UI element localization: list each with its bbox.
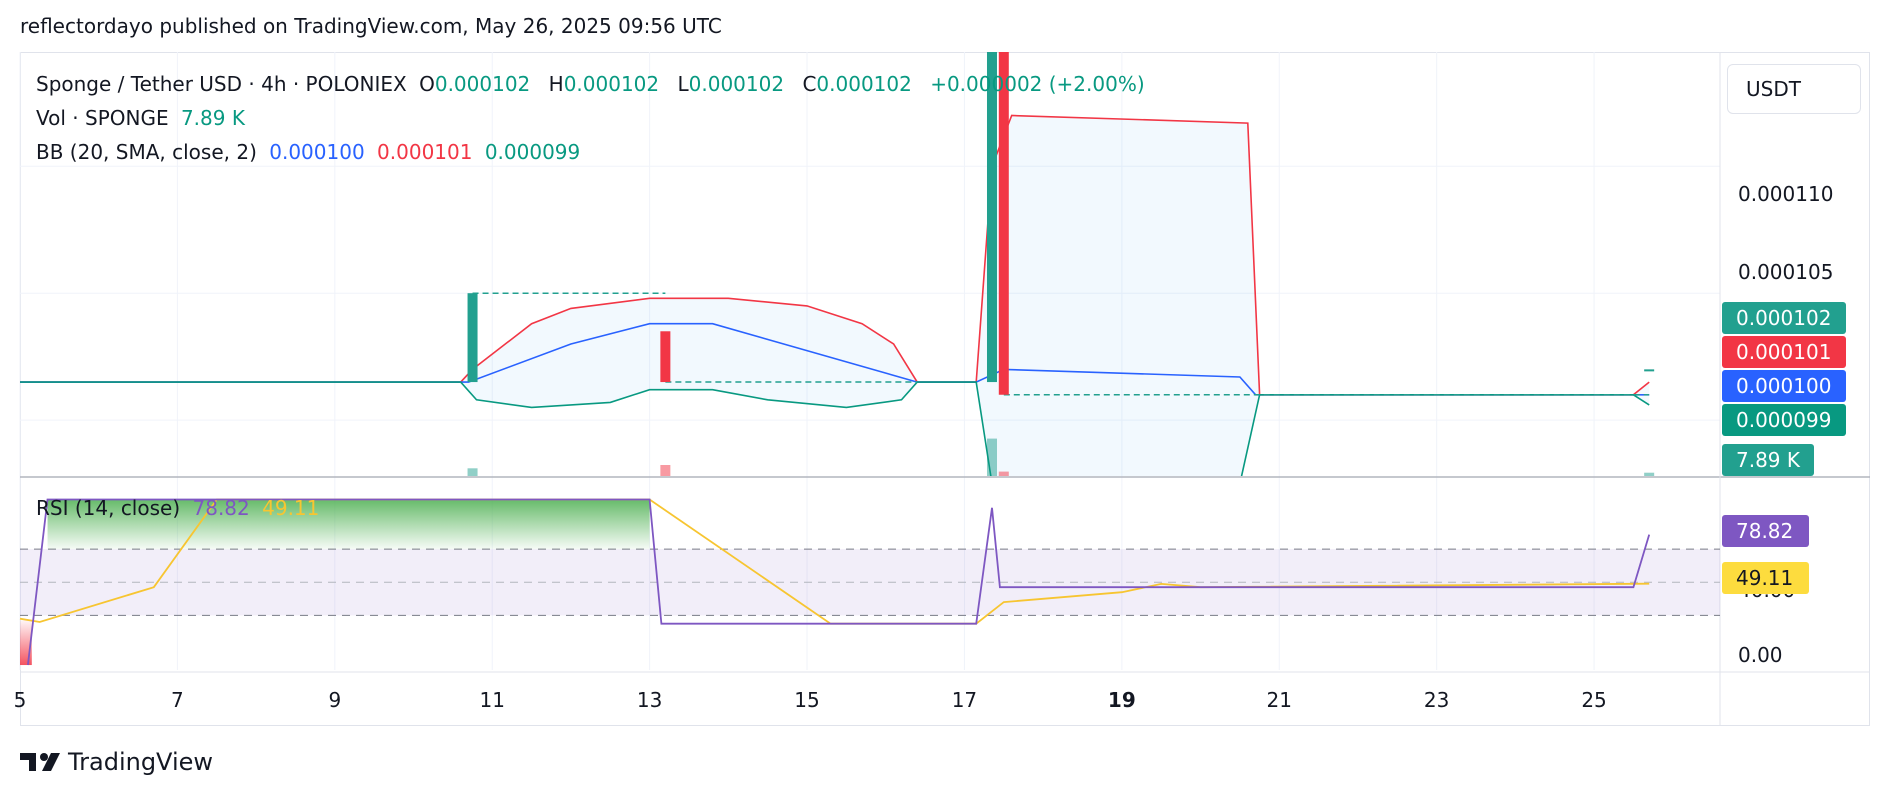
rsi-ma-tag: 49.11 — [1722, 562, 1809, 594]
price-candle — [660, 331, 671, 383]
price-tick-0110: 0.000110 — [1738, 182, 1834, 206]
rsi-value-tag: 78.82 — [1722, 515, 1809, 547]
time-axis-label: 15 — [794, 688, 820, 712]
time-axis-label: 11 — [479, 688, 505, 712]
bb-lower-tag: 0.000099 — [1722, 404, 1846, 436]
price-candle — [467, 293, 478, 383]
time-axis-label: 17 — [951, 688, 978, 712]
bb-basis-tag: 0.000100 — [1722, 370, 1846, 402]
volume-value: 7.89 K — [180, 106, 245, 130]
tradingview-logo[interactable]: TradingView — [20, 748, 213, 776]
price-candle — [998, 52, 1009, 395]
volume-bar — [998, 471, 1009, 476]
rsi-ma-value: 49.11 — [262, 496, 320, 520]
time-axis-label: 9 — [328, 688, 342, 712]
bb-lower-value: 0.000099 — [484, 140, 581, 164]
bb-upper-tag: 0.000101 — [1722, 336, 1846, 368]
time-axis-label: 7 — [171, 688, 184, 712]
price-change: +0.000002 (+2.00%) — [930, 72, 1145, 96]
rsi-label[interactable]: RSI (14, close) — [36, 496, 181, 520]
legend-rsi: RSI (14, close) 78.82 49.11 — [36, 496, 325, 520]
rsi-overbought-fill — [47, 499, 650, 550]
rsi-value: 78.82 — [192, 496, 250, 520]
tradingview-logo-icon — [20, 753, 60, 771]
bb-upper-line — [20, 114, 1650, 396]
ohlc-close: C0.000102 — [802, 72, 912, 96]
time-axis-label: 25 — [1581, 688, 1607, 712]
ohlc-high: H0.000102 — [548, 72, 660, 96]
price-pane — [20, 52, 1655, 476]
volume-bar — [660, 465, 671, 476]
rsi-line — [27, 498, 1651, 666]
volume-bar — [986, 438, 997, 476]
tradingview-wordmark: TradingView — [68, 748, 214, 776]
publish-info: reflectordayo published on TradingView.c… — [20, 14, 722, 38]
ohlc-open: O0.000102 — [419, 72, 531, 96]
time-axis-label: 5 — [13, 688, 27, 712]
legend-bb: BB (20, SMA, close, 2) 0.000100 0.000101… — [36, 140, 586, 164]
volume-tag: 7.89 K — [1722, 444, 1814, 476]
legend-volume: Vol · SPONGE 7.89 K — [36, 106, 251, 130]
volume-label[interactable]: Vol · SPONGE — [36, 106, 169, 130]
bb-basis-value: 0.000100 — [269, 140, 365, 164]
bb-label[interactable]: BB (20, SMA, close, 2) — [36, 140, 257, 164]
rsi-tick-0: 0.00 — [1738, 643, 1783, 667]
bb-upper-value: 0.000101 — [377, 140, 473, 164]
bb-band-fill — [20, 115, 1650, 476]
last-price-tag: 0.000102 — [1722, 302, 1846, 334]
price-candle — [1644, 369, 1655, 372]
legend-main: Sponge / Tether USD · 4h · POLONIEX O0.0… — [36, 72, 1151, 96]
time-axis-label: 13 — [636, 688, 663, 712]
volume-bar — [467, 468, 478, 476]
time-axis-label: 21 — [1266, 688, 1292, 712]
rsi-oversold-fill — [20, 620, 32, 666]
time-axis-label: 23 — [1423, 688, 1450, 712]
time-axis-label: 19 — [1107, 688, 1136, 712]
price-candle — [986, 52, 997, 383]
volume-bar — [1644, 472, 1655, 476]
price-tick-0105: 0.000105 — [1738, 260, 1834, 284]
bb-lower-line — [20, 381, 1650, 476]
symbol-title[interactable]: Sponge / Tether USD · 4h · POLONIEX — [36, 72, 407, 96]
ohlc-low: L0.000102 — [677, 72, 785, 96]
currency-selector[interactable]: USDT — [1727, 64, 1861, 114]
